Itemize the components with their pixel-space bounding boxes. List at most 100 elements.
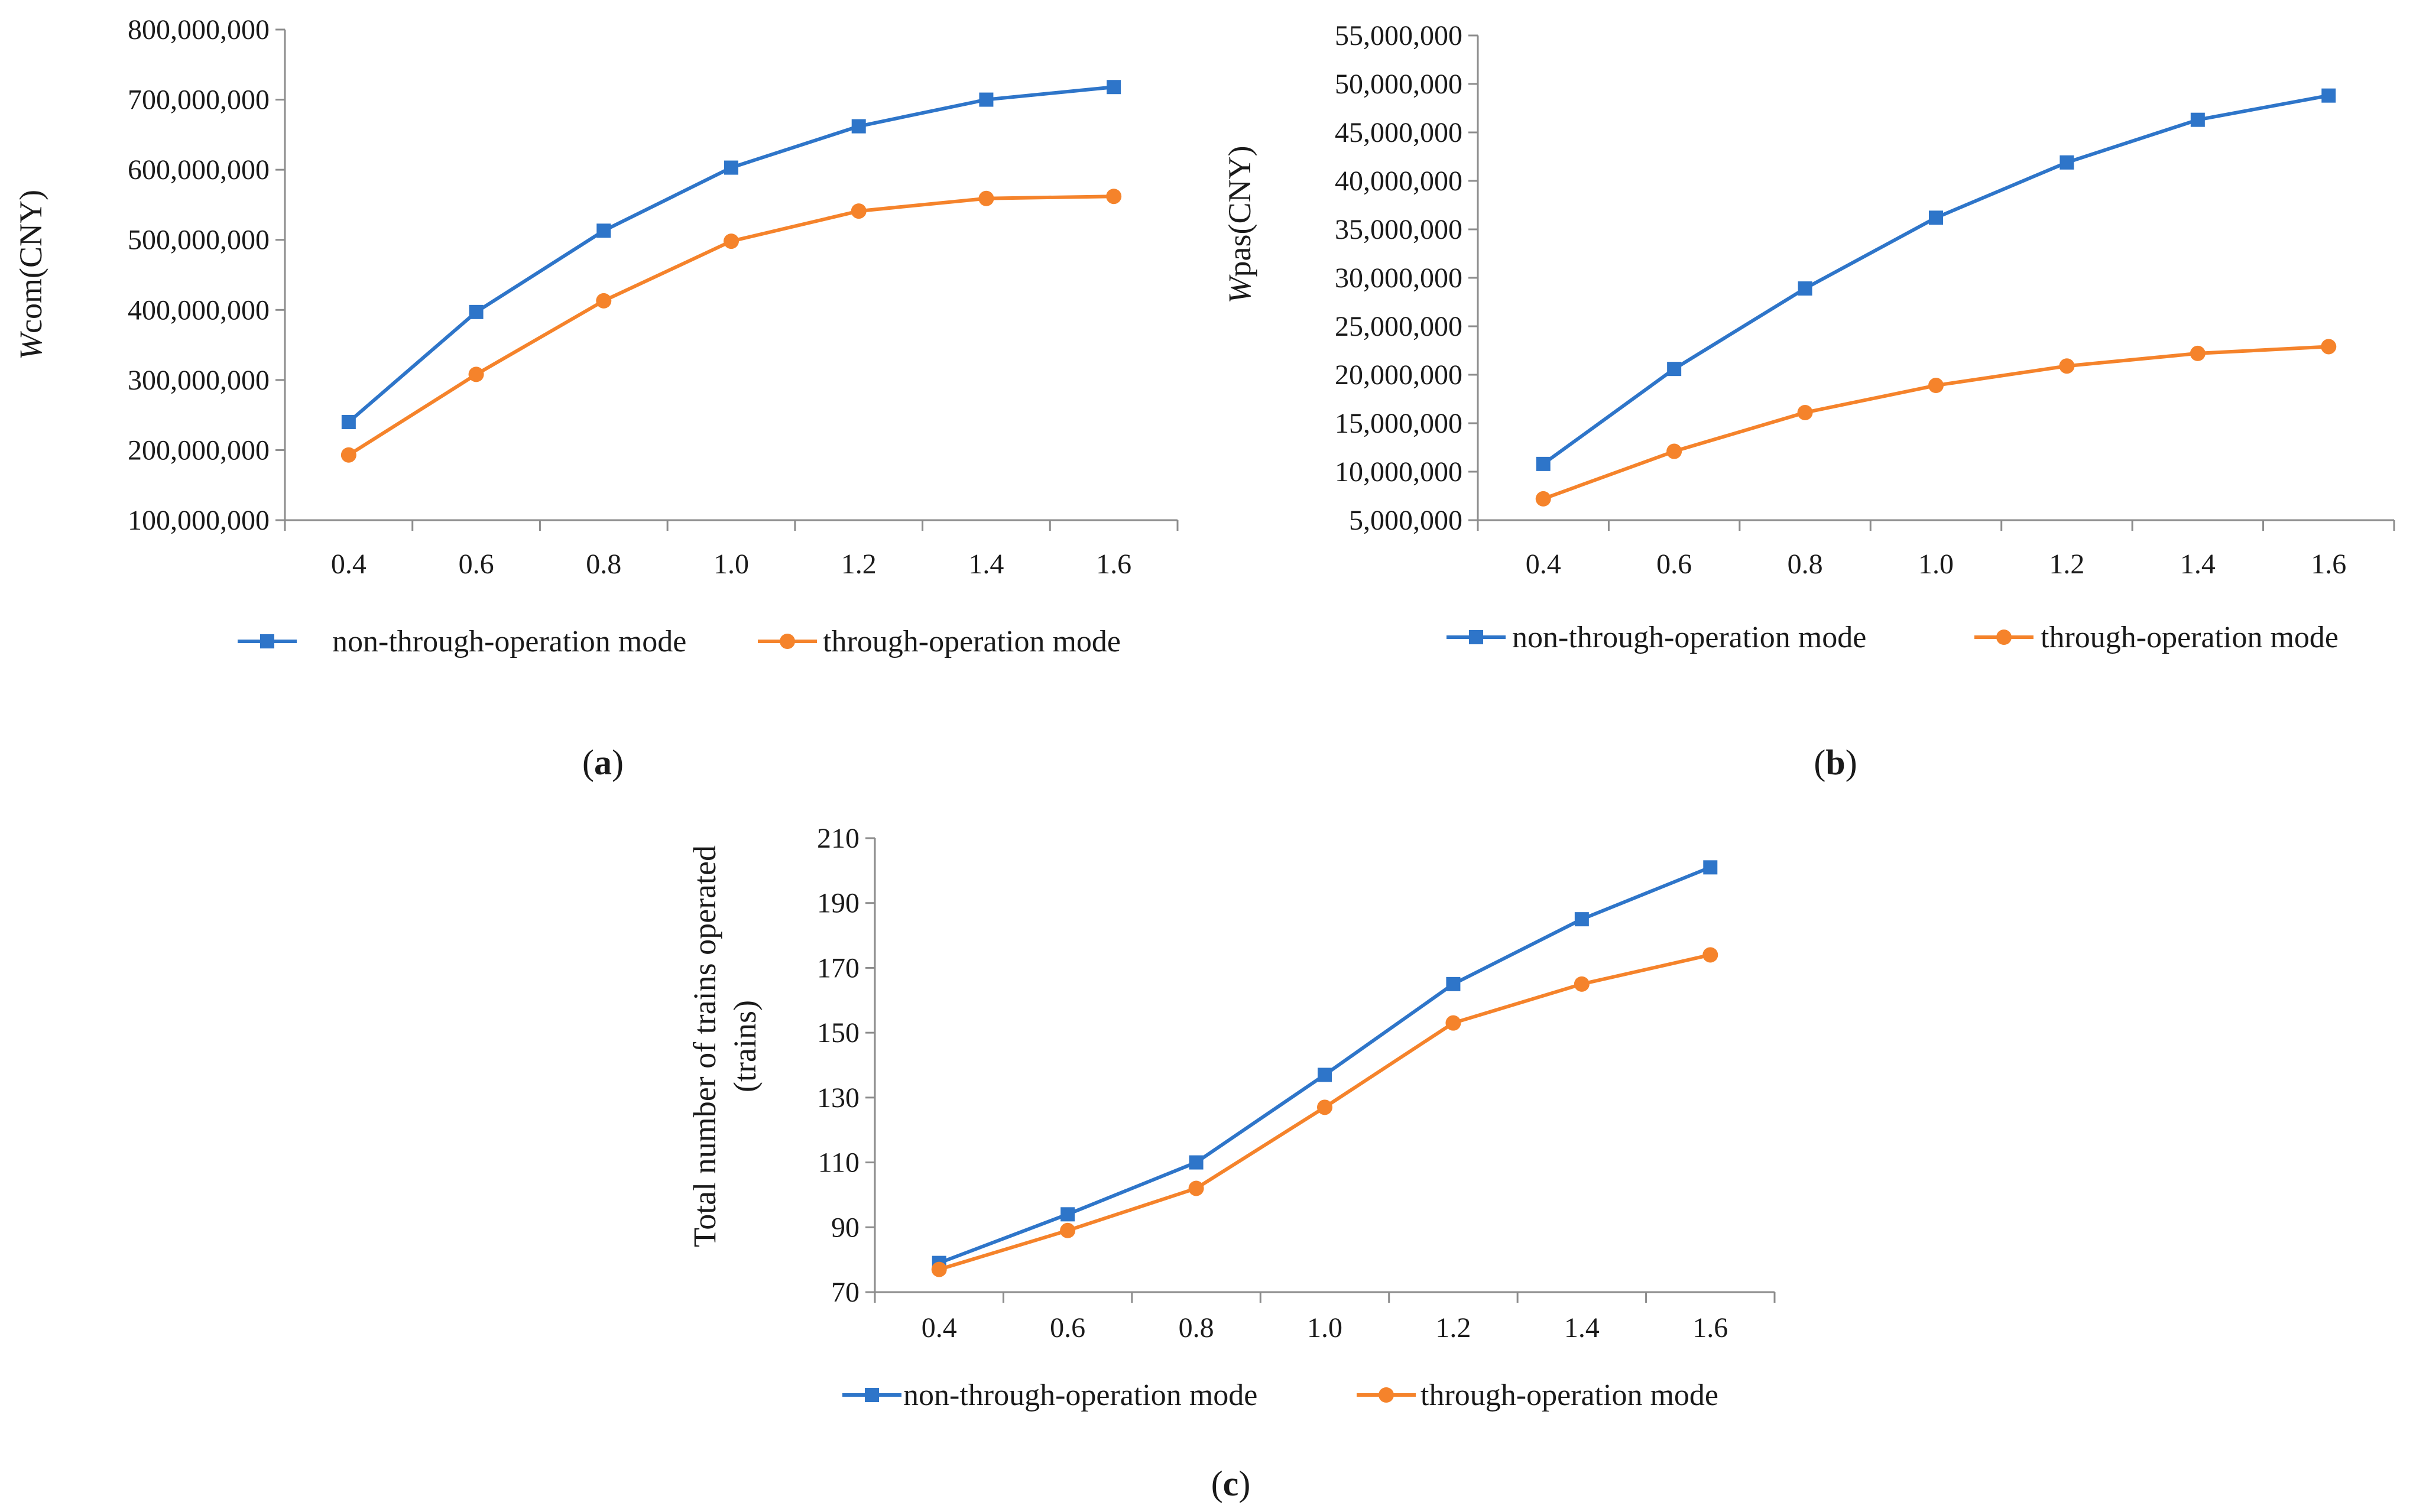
x-tick-label: 1.4 — [1564, 1312, 1600, 1344]
legend-label: through-operation mode — [1420, 1378, 1718, 1412]
data-point-circle — [2321, 339, 2337, 355]
chart-c: 70 90 110 130 150 170 190 210 0.4 0.6 0.8 1.0 1.2 1.4… — [687, 823, 1776, 1503]
series-non-through — [932, 860, 1718, 1270]
legend: non-through-operation mode through-operat… — [1446, 621, 2339, 654]
data-point-square — [851, 119, 866, 134]
legend-label: non-through-operation mode — [903, 1378, 1257, 1412]
data-point-circle — [1445, 1015, 1461, 1031]
data-point-circle — [851, 203, 867, 219]
y-tick-label: 190 — [817, 888, 860, 919]
y-tick-label: 500,000,000 — [128, 225, 270, 256]
chart-b: 5,000,000 10,000,000 15,000,000 20,000,000 2… — [1222, 20, 2395, 782]
x-tick-label: 0.4 — [331, 549, 367, 580]
chart-a: 100,000,000 200,000,000 300,000,000 400,000… — [13, 14, 1179, 782]
data-point-square — [1703, 860, 1718, 875]
data-point-circle — [596, 293, 612, 309]
data-point-square — [341, 415, 356, 429]
data-point-circle — [978, 190, 994, 206]
y-tick-label: 300,000,000 — [128, 365, 270, 396]
data-point-square — [1798, 281, 1812, 296]
data-point-circle — [1928, 378, 1944, 394]
x-tick-label: 1.0 — [713, 549, 749, 580]
series-through — [340, 189, 1122, 463]
y-tick-label: 55,000,000 — [1335, 20, 1462, 51]
series-line — [1542, 345, 2329, 501]
x-tick-label: 0.8 — [1179, 1312, 1214, 1344]
data-point-circle — [1535, 491, 1551, 507]
data-point-circle — [1702, 947, 1718, 963]
data-point-square — [1446, 976, 1461, 991]
panel-caption: (a) — [582, 743, 624, 782]
caption-paren: ( — [1211, 1464, 1223, 1503]
y-tick-label: 170 — [817, 952, 860, 984]
x-tick-label: 1.4 — [2180, 549, 2216, 580]
legend-marker-square — [865, 1388, 879, 1402]
panel-caption: (c) — [1211, 1464, 1251, 1503]
legend: non-through-operation mode through-operat… — [842, 1378, 1718, 1412]
y-tick-label: 700,000,000 — [128, 85, 270, 116]
data-point-circle — [2059, 358, 2075, 374]
y-tick-label: 150 — [817, 1017, 860, 1049]
caption-paren: ) — [612, 743, 624, 782]
series-line — [347, 85, 1114, 424]
legend-marker-square — [260, 634, 274, 648]
y-axis-title-subscript: com(CNY) — [13, 190, 48, 333]
x-tick-label: 0.6 — [1656, 549, 1692, 580]
legend-marker-circle — [1379, 1387, 1394, 1403]
y-tick-label: 25,000,000 — [1335, 311, 1462, 342]
data-point-circle — [1666, 443, 1682, 459]
data-point-square — [1189, 1155, 1204, 1170]
data-point-square — [2321, 88, 2336, 103]
data-point-circle — [931, 1261, 947, 1277]
data-point-square — [596, 223, 611, 238]
data-point-square — [979, 92, 994, 107]
x-tick-label: 1.2 — [1435, 1312, 1471, 1344]
y-tick-label: 20,000,000 — [1335, 359, 1462, 391]
data-point-square — [2060, 155, 2074, 170]
y-tick-label: 35,000,000 — [1335, 214, 1462, 245]
data-point-square — [2190, 112, 2205, 127]
data-point-square — [1318, 1068, 1332, 1082]
x-tick-label: 1.0 — [1307, 1312, 1342, 1344]
caption-letter: a — [594, 743, 612, 782]
legend: non-through-operation mode through-operat… — [238, 625, 1121, 658]
data-point-square — [1536, 456, 1551, 471]
x-tick-label: 1.6 — [1692, 1312, 1728, 1344]
y-tick-label: 130 — [817, 1082, 860, 1114]
y-axis-title-subscript: pas(CNY) — [1222, 146, 1257, 277]
y-tick-label: 90 — [831, 1212, 860, 1243]
legend-label: non-through-operation mode — [332, 625, 686, 658]
data-point-square — [724, 160, 738, 175]
legend-label: through-operation mode — [823, 625, 1121, 658]
data-point-circle — [340, 447, 356, 463]
series-line — [938, 865, 1711, 1265]
x-tick-label: 1.2 — [2049, 549, 2084, 580]
y-tick-label: 100,000,000 — [128, 505, 270, 536]
y-tick-label: 210 — [817, 823, 860, 854]
data-point-circle — [468, 366, 484, 382]
y-tick-label: 5,000,000 — [1349, 505, 1462, 536]
x-tick-label: 1.2 — [841, 549, 877, 580]
y-tick-label: 110 — [818, 1147, 860, 1179]
legend-marker-square — [1469, 630, 1483, 644]
y-tick-label: 200,000,000 — [128, 434, 270, 466]
y-axis-title-units: (trains) — [727, 1000, 763, 1092]
data-point-square — [1574, 912, 1589, 927]
data-point-circle — [1574, 976, 1590, 992]
y-tick-label: 400,000,000 — [128, 294, 270, 326]
data-point-square — [1929, 210, 1943, 225]
series-through — [1535, 339, 2337, 507]
y-tick-label: 50,000,000 — [1335, 69, 1462, 100]
data-point-square — [1667, 362, 1682, 377]
y-tick-label: 45,000,000 — [1335, 117, 1462, 148]
x-tick-label: 0.8 — [586, 549, 621, 580]
data-point-circle — [1060, 1222, 1076, 1238]
data-point-circle — [1317, 1099, 1332, 1115]
caption-letter: b — [1825, 743, 1845, 782]
x-tick-label: 1.6 — [2311, 549, 2346, 580]
data-point-square — [1060, 1207, 1075, 1222]
x-tick-label: 1.4 — [968, 549, 1004, 580]
panel-caption: (b) — [1814, 743, 1857, 782]
y-tick-label: 15,000,000 — [1335, 408, 1462, 439]
